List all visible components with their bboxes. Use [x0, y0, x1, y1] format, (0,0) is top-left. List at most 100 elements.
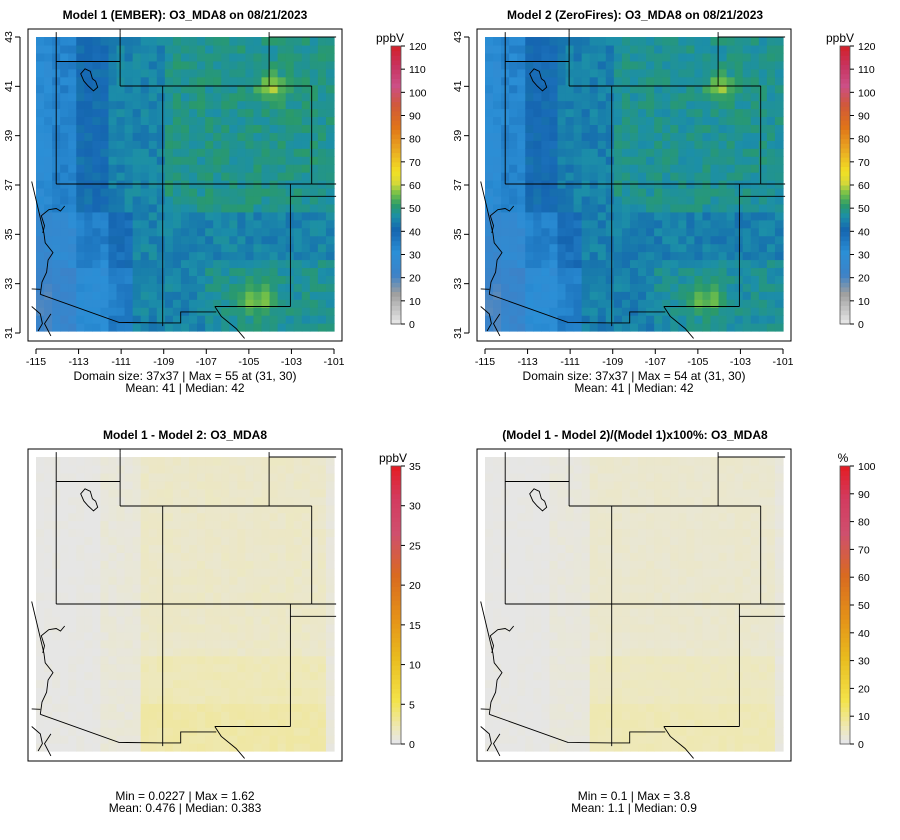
heatmap-cell — [164, 703, 174, 712]
colorbar-frame — [390, 465, 402, 745]
heatmap-cell — [662, 60, 671, 70]
heatmap-cell — [325, 560, 335, 569]
heatmap-cell — [525, 307, 534, 316]
heatmap-cell — [605, 124, 615, 133]
heatmap-cell — [60, 496, 69, 506]
colorbar-segment — [391, 296, 401, 302]
heatmap-cell — [638, 68, 647, 78]
heatmap-cell — [84, 211, 93, 221]
heatmap-cell — [485, 544, 494, 553]
heatmap-cell — [525, 124, 534, 133]
heatmap-cell — [629, 219, 639, 229]
heatmap-cell — [493, 267, 502, 276]
heatmap-cell — [100, 457, 110, 466]
heatmap-cell — [172, 576, 182, 585]
heatmap-cell — [277, 727, 287, 736]
heatmap-cell — [557, 140, 567, 149]
heatmap-cell — [140, 235, 150, 245]
heatmap-cell — [670, 92, 679, 102]
heatmap-cell — [662, 291, 671, 300]
heatmap-cell — [605, 116, 615, 126]
heatmap-cell — [92, 315, 102, 324]
heatmap-cell — [710, 243, 720, 253]
heatmap-cell — [581, 568, 591, 577]
heatmap-cell — [557, 584, 567, 593]
heatmap-cell — [678, 148, 687, 157]
heatmap-cell — [541, 211, 551, 221]
heatmap-cell — [557, 615, 567, 625]
heatmap-cell — [36, 140, 45, 149]
heatmap-cell — [734, 140, 744, 149]
heatmap-cell — [517, 703, 526, 712]
heatmap-cell — [197, 251, 206, 261]
heatmap-cell — [621, 315, 631, 324]
heatmap-cell — [493, 655, 502, 665]
heatmap-cell — [213, 60, 222, 70]
heatmap-cell — [301, 528, 311, 538]
heatmap-cell — [76, 299, 85, 308]
heatmap-cell — [44, 291, 53, 300]
heatmap-cell — [742, 84, 752, 94]
heatmap-cell — [750, 156, 760, 165]
heatmap-cell — [92, 291, 102, 300]
heatmap-cell — [517, 37, 526, 46]
heatmap-cell — [621, 259, 631, 269]
heatmap-cell — [285, 496, 295, 506]
heatmap-cell — [581, 227, 591, 237]
heatmap-cell — [766, 156, 776, 165]
heatmap-cell — [293, 584, 303, 593]
heatmap-cell — [213, 560, 222, 569]
heatmap-cell — [581, 560, 591, 569]
colorbar-tick-label: 80 — [858, 134, 870, 146]
heatmap-cell — [261, 323, 271, 332]
heatmap-cell — [100, 211, 110, 221]
heatmap-cell — [541, 100, 551, 110]
heatmap-cell — [557, 520, 567, 530]
heatmap-cell — [84, 679, 93, 689]
heatmap-cell — [229, 195, 238, 205]
heatmap-cell — [541, 743, 551, 752]
heatmap-cell — [156, 251, 166, 261]
heatmap-cell — [565, 727, 575, 736]
heatmap-cell — [68, 584, 77, 593]
heatmap-cell — [84, 639, 93, 649]
heatmap-cell — [116, 148, 126, 157]
heatmap-cell — [44, 172, 53, 181]
heatmap-cell — [116, 743, 126, 752]
heatmap-cell — [116, 299, 126, 308]
heatmap-cell — [116, 116, 126, 126]
heatmap-cell — [309, 663, 319, 673]
panel-title: Model 2 (ZeroFires): O3_MDA8 on 08/21/20… — [507, 8, 763, 22]
heatmap-cell — [132, 623, 142, 633]
heatmap-cell — [172, 552, 182, 561]
heatmap-cell — [221, 100, 230, 110]
heatmap-cell — [686, 251, 695, 261]
heatmap-cell — [269, 464, 279, 474]
heatmap-cell — [132, 187, 142, 197]
colorbar-segment — [840, 175, 850, 181]
heatmap-cell — [742, 60, 752, 70]
heatmap-cell — [172, 235, 182, 245]
heatmap-cell — [205, 703, 214, 712]
heatmap-cell — [92, 631, 102, 641]
heatmap-cell — [517, 132, 526, 141]
heatmap-cell — [36, 283, 45, 292]
heatmap-cell — [116, 283, 126, 292]
heatmap-cell — [678, 44, 687, 54]
colorbar-segment — [840, 245, 850, 251]
heatmap-cell — [734, 164, 744, 173]
heatmap-cell — [325, 203, 335, 213]
heatmap-cell — [44, 711, 53, 720]
colorbar-segment — [391, 535, 401, 541]
great-salt-lake — [80, 488, 99, 512]
heatmap-cell — [221, 607, 230, 617]
heatmap-cell — [517, 607, 526, 617]
colorbar-segment — [391, 623, 401, 629]
heatmap-cell — [269, 100, 279, 110]
heatmap-cell — [140, 679, 150, 689]
heatmap-cell — [742, 100, 752, 110]
heatmap-cell — [293, 727, 303, 736]
heatmap-cell — [76, 219, 85, 229]
heatmap-cell — [180, 703, 190, 712]
heatmap-cell — [60, 576, 69, 585]
